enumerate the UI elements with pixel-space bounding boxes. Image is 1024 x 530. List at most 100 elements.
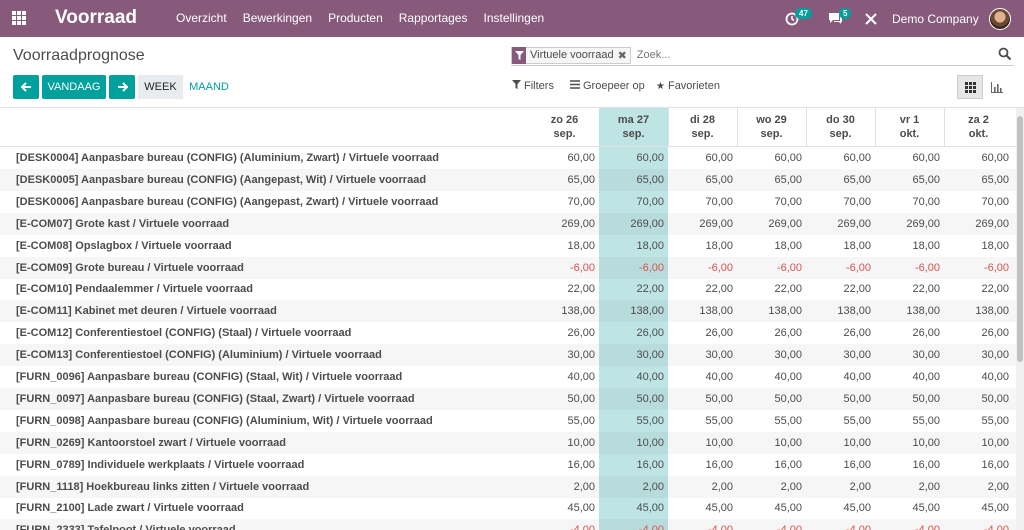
forecast-cell: 50,00 (981, 392, 1009, 405)
forecast-cell: 10,00 (705, 436, 733, 449)
table-row[interactable]: [FURN_2333] Tafelpoot / Virtuele voorraa… (0, 519, 1016, 530)
table-row[interactable]: [FURN_0097] Aanpasbare bureau (CONFIG) (… (0, 388, 1016, 410)
row-label: [E-COM07] Grote kast / Virtuele voorraad (16, 217, 230, 230)
forecast-cell: 60,00 (567, 152, 595, 164)
table-row[interactable]: [E-COM08] Opslagbox / Virtuele voorraad 1… (0, 235, 1016, 257)
table-row[interactable]: [DESK0005] Aanpasbare bureau (CONFIG) (A… (0, 169, 1016, 191)
column-divider (668, 108, 669, 146)
forecast-cell: 70,00 (843, 195, 871, 208)
forecast-cell: 10,00 (981, 436, 1009, 449)
forecast-cell: 55,00 (912, 414, 940, 427)
row-label: [E-COM09] Grote bureau / Virtuele voorra… (16, 261, 244, 274)
table-row[interactable]: [E-COM07] Grote kast / Virtuele voorraad… (0, 213, 1016, 235)
menu-item-reporting[interactable]: Rapportages (398, 11, 468, 25)
apps-menu-icon[interactable] (12, 11, 28, 25)
month-button[interactable]: MAAND (189, 81, 229, 93)
forecast-cell: 65,00 (567, 173, 595, 186)
main-menu: Overzicht Bewerkingen Producten Rapporta… (168, 0, 552, 37)
scrollbar-thumb[interactable] (1017, 116, 1023, 362)
forecast-cell: 269,00 (561, 217, 595, 230)
row-label: [E-COM08] Opslagbox / Virtuele voorraad (16, 239, 232, 252)
table-row[interactable]: [FURN_0098] Aanpasbare bureau (CONFIG) (… (0, 410, 1016, 432)
forecast-cell: 50,00 (774, 392, 802, 405)
table-row[interactable]: [E-COM12] Conferentiestoel (CONFIG) (Sta… (0, 322, 1016, 344)
activity-button[interactable]: 47 (785, 0, 812, 37)
week-button[interactable]: WEEK (138, 75, 183, 99)
forecast-cell: 60,00 (636, 152, 664, 164)
forecast-cell: 269,00 (837, 217, 871, 230)
forecast-cell: 55,00 (843, 414, 871, 427)
page-title: Voorraadprognose (13, 47, 145, 64)
forecast-cell: 70,00 (774, 195, 802, 208)
table-row[interactable]: [FURN_2100] Lade zwart / Virtuele voorra… (0, 497, 1016, 519)
forecast-cell: 22,00 (774, 283, 802, 296)
messages-count-badge: 5 (839, 8, 852, 19)
table-row[interactable]: [FURN_1118] Hoekbureau links zitten / Vi… (0, 476, 1016, 498)
today-button[interactable]: VANDAAG (42, 75, 106, 99)
forecast-cell: 18,00 (981, 239, 1009, 252)
favorites-button[interactable]: ★ Favorieten (656, 80, 720, 92)
forecast-cell: -6,00 (776, 261, 802, 274)
group-by-button[interactable]: Groepeer op (570, 80, 645, 92)
table-row[interactable]: [E-COM11] Kabinet met deuren / Virtuele … (0, 300, 1016, 322)
forecast-cell: 45,00 (774, 502, 802, 515)
search-input[interactable] (636, 49, 1014, 61)
table-row[interactable]: [FURN_0269] Kantoorstoel zwart / Virtuel… (0, 432, 1016, 454)
forecast-cell: -4,00 (599, 524, 668, 530)
forecast-cell: -4,00 (668, 524, 737, 530)
forecast-cell: 10,00 (774, 436, 802, 449)
company-name[interactable]: Demo Company (892, 11, 979, 26)
forecast-cell: 18,00 (705, 239, 733, 252)
forecast-cell: 55,00 (981, 414, 1009, 427)
app-name[interactable]: Voorraad (55, 7, 138, 28)
table-row[interactable]: [DESK0006] Aanpasbare bureau (CONFIG) (A… (0, 191, 1016, 213)
debug-tools-button[interactable] (865, 0, 877, 37)
row-label: [FURN_0789] Individuele werkplaats / Vir… (16, 458, 305, 471)
vertical-scrollbar[interactable] (1016, 108, 1024, 530)
filter-icon (512, 46, 526, 64)
forecast-cell: 60,00 (912, 152, 940, 164)
forecast-cell: 18,00 (636, 239, 664, 252)
forecast-cell: 26,00 (912, 327, 940, 340)
forecast-cell: 2,00 (573, 480, 595, 493)
forecast-cell: -6,00 (707, 261, 733, 274)
tools-icon (865, 12, 877, 25)
filters-button[interactable]: Filters (512, 80, 554, 92)
close-icon[interactable]: ✖ (617, 49, 627, 62)
user-menu[interactable] (989, 0, 1011, 37)
forecast-cell: 2,00 (711, 480, 733, 493)
forecast-cell: 2,00 (849, 480, 871, 493)
search-icon[interactable] (998, 47, 1012, 61)
grid-view-button[interactable] (957, 75, 983, 99)
next-button[interactable] (109, 75, 135, 99)
menu-item-operations[interactable]: Bewerkingen (242, 11, 313, 25)
table-row[interactable]: [DESK0004] Aanpasbare bureau (CONFIG) (A… (0, 147, 1016, 169)
top-navbar: Voorraad Overzicht Bewerkingen Producten… (0, 0, 1024, 37)
forecast-cell: 26,00 (567, 327, 595, 340)
graph-view-button[interactable] (984, 75, 1010, 99)
column-header: zo 26 sep. (550, 114, 579, 140)
forecast-cell: 30,00 (705, 349, 733, 362)
bar-chart-icon (991, 81, 1003, 93)
table-row[interactable]: [E-COM10] Pendaalemmer / Virtuele voorra… (0, 278, 1016, 300)
forecast-cell: 70,00 (912, 195, 940, 208)
search-facet: Virtuele voorraad ✖ (511, 46, 631, 64)
table-row[interactable]: [FURN_0096] Aanpasbare bureau (CONFIG) (… (0, 366, 1016, 388)
menu-item-settings[interactable]: Instellingen (483, 11, 545, 25)
messages-button[interactable]: 5 (828, 0, 852, 37)
previous-button[interactable] (13, 75, 39, 99)
forecast-cell: 45,00 (843, 502, 871, 515)
arrow-right-icon (117, 82, 128, 92)
forecast-cell: 60,00 (774, 152, 802, 164)
forecast-cell: 138,00 (768, 305, 802, 318)
table-row[interactable]: [E-COM09] Grote bureau / Virtuele voorra… (0, 257, 1016, 279)
forecast-cell: -4,00 (944, 524, 1013, 530)
table-row[interactable]: [E-COM13] Conferentiestoel (CONFIG) (Alu… (0, 344, 1016, 366)
forecast-cell: 70,00 (981, 195, 1009, 208)
forecast-cell: -6,00 (983, 261, 1009, 274)
table-row[interactable]: [FURN_0789] Individuele werkplaats / Vir… (0, 454, 1016, 476)
forecast-cell: 2,00 (918, 480, 940, 493)
menu-item-overview[interactable]: Overzicht (176, 11, 227, 25)
menu-item-products[interactable]: Producten (328, 11, 383, 25)
forecast-cell: 26,00 (774, 327, 802, 340)
